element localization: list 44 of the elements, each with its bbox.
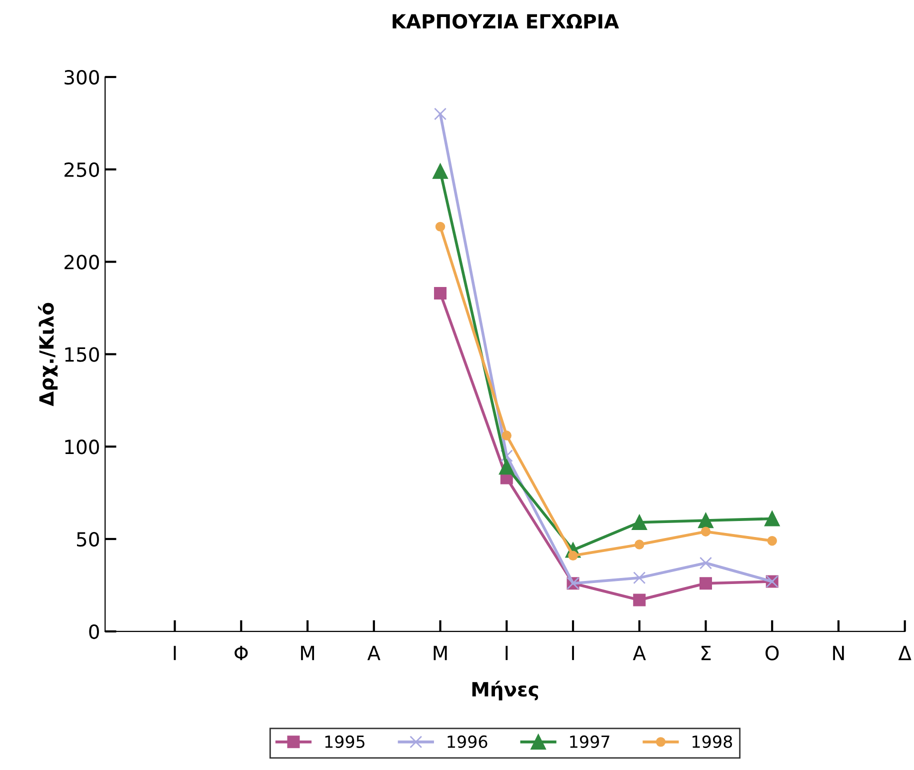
- legend-label: 1996: [448, 735, 488, 748]
- point: [634, 540, 644, 550]
- point: [700, 577, 712, 590]
- x-axis-title: Μήνες: [472, 680, 538, 700]
- chart-title: ΚΑΡΠΟΥΖΙΑ ΕΓΧΩΡΙΑ: [392, 14, 619, 29]
- x-tick-label: Ο: [766, 646, 779, 660]
- y-tick-label: 100: [65, 440, 99, 454]
- y-tick-label: 250: [64, 162, 99, 178]
- x-tick-label: Α: [367, 646, 380, 660]
- x-tick-label: Ι: [174, 646, 176, 660]
- legend-label: 1998: [692, 735, 732, 748]
- x-tick-label: Μ: [434, 646, 447, 660]
- point: [767, 536, 777, 546]
- point: [700, 556, 712, 570]
- x-tick-label: Φ: [234, 646, 248, 660]
- point: [499, 459, 514, 475]
- x-tick-label: Α: [632, 646, 646, 660]
- y-axis-title: Δρχ./Κιλό: [38, 302, 58, 406]
- point: [435, 222, 446, 232]
- y-tick-label: 200: [64, 254, 99, 270]
- point: [434, 286, 447, 300]
- point: [633, 572, 646, 584]
- legend-label: 1995: [325, 735, 364, 748]
- point: [500, 450, 513, 462]
- x-tick-label: Δ: [898, 646, 912, 660]
- x-tick-label: Μ: [301, 646, 314, 660]
- x-tick-label: Σ: [702, 646, 711, 660]
- x-tick-label: Ι: [506, 646, 508, 660]
- point: [764, 511, 780, 526]
- point: [633, 594, 646, 606]
- x-tick-label: Ι: [572, 646, 574, 660]
- point: [502, 430, 512, 440]
- point: [432, 164, 448, 179]
- y-tick-label: 0: [89, 624, 99, 640]
- point: [434, 108, 447, 120]
- point: [698, 512, 714, 528]
- y-tick-label: 150: [65, 347, 99, 362]
- legend-label: 1997: [570, 735, 610, 748]
- y-tick-label: 50: [77, 532, 99, 547]
- x-tick-label: Ν: [833, 646, 844, 660]
- point: [568, 550, 578, 560]
- point: [632, 514, 648, 530]
- point: [700, 526, 711, 536]
- y-tick-label: 300: [64, 70, 99, 85]
